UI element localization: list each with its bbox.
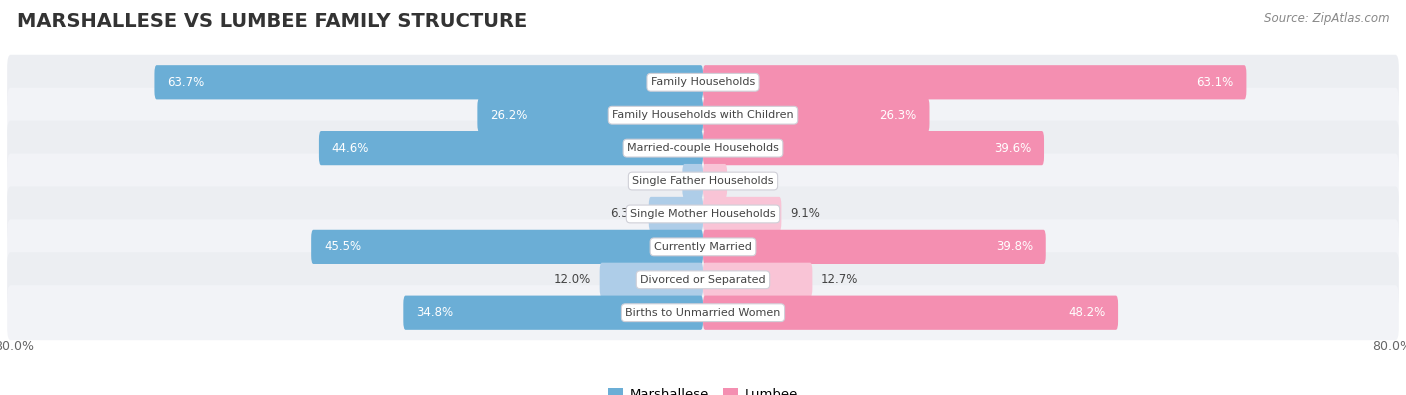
Legend: Marshallese, Lumbee: Marshallese, Lumbee xyxy=(602,383,804,395)
Text: 63.1%: 63.1% xyxy=(1197,76,1233,89)
FancyBboxPatch shape xyxy=(7,88,1399,143)
FancyBboxPatch shape xyxy=(7,186,1399,241)
FancyBboxPatch shape xyxy=(7,120,1399,176)
Text: Source: ZipAtlas.com: Source: ZipAtlas.com xyxy=(1264,12,1389,25)
Text: Births to Unmarried Women: Births to Unmarried Women xyxy=(626,308,780,318)
Text: Family Households: Family Households xyxy=(651,77,755,87)
Text: Single Mother Households: Single Mother Households xyxy=(630,209,776,219)
FancyBboxPatch shape xyxy=(311,230,703,264)
FancyBboxPatch shape xyxy=(703,164,727,198)
Text: 63.7%: 63.7% xyxy=(167,76,205,89)
Text: Married-couple Households: Married-couple Households xyxy=(627,143,779,153)
FancyBboxPatch shape xyxy=(682,164,703,198)
Text: 12.7%: 12.7% xyxy=(821,273,858,286)
Text: Single Father Households: Single Father Households xyxy=(633,176,773,186)
FancyBboxPatch shape xyxy=(478,98,703,132)
Text: 34.8%: 34.8% xyxy=(416,306,453,319)
Text: Currently Married: Currently Married xyxy=(654,242,752,252)
FancyBboxPatch shape xyxy=(648,197,703,231)
Text: 26.2%: 26.2% xyxy=(491,109,527,122)
FancyBboxPatch shape xyxy=(703,98,929,132)
Text: 45.5%: 45.5% xyxy=(323,241,361,253)
FancyBboxPatch shape xyxy=(319,131,703,165)
FancyBboxPatch shape xyxy=(599,263,703,297)
Text: 48.2%: 48.2% xyxy=(1069,306,1105,319)
Text: MARSHALLESE VS LUMBEE FAMILY STRUCTURE: MARSHALLESE VS LUMBEE FAMILY STRUCTURE xyxy=(17,12,527,31)
FancyBboxPatch shape xyxy=(7,285,1399,340)
Text: 9.1%: 9.1% xyxy=(790,207,820,220)
FancyBboxPatch shape xyxy=(703,263,813,297)
FancyBboxPatch shape xyxy=(7,154,1399,209)
Text: 2.4%: 2.4% xyxy=(644,175,673,188)
FancyBboxPatch shape xyxy=(703,65,1246,100)
FancyBboxPatch shape xyxy=(703,131,1045,165)
Text: 26.3%: 26.3% xyxy=(879,109,917,122)
FancyBboxPatch shape xyxy=(7,55,1399,110)
FancyBboxPatch shape xyxy=(703,230,1046,264)
FancyBboxPatch shape xyxy=(155,65,703,100)
Text: 39.8%: 39.8% xyxy=(995,241,1033,253)
FancyBboxPatch shape xyxy=(7,252,1399,307)
Text: 12.0%: 12.0% xyxy=(554,273,591,286)
FancyBboxPatch shape xyxy=(404,295,703,330)
FancyBboxPatch shape xyxy=(7,219,1399,275)
Text: 39.6%: 39.6% xyxy=(994,142,1031,154)
FancyBboxPatch shape xyxy=(703,295,1118,330)
Text: Divorced or Separated: Divorced or Separated xyxy=(640,275,766,285)
Text: Family Households with Children: Family Households with Children xyxy=(612,110,794,120)
FancyBboxPatch shape xyxy=(703,197,782,231)
Text: 6.3%: 6.3% xyxy=(610,207,640,220)
Text: 2.8%: 2.8% xyxy=(735,175,765,188)
Text: 44.6%: 44.6% xyxy=(332,142,370,154)
